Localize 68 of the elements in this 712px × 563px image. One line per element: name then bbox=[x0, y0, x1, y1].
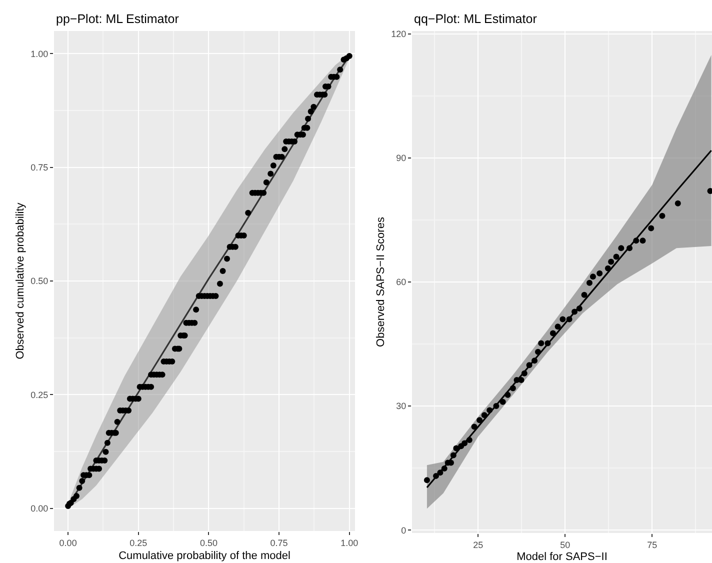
point bbox=[481, 412, 488, 418]
point bbox=[648, 225, 654, 232]
point bbox=[441, 465, 448, 472]
chart-title: pp−Plot: ML Estimator bbox=[56, 12, 179, 26]
point bbox=[566, 316, 572, 322]
point bbox=[590, 274, 596, 280]
y-tick-label: 0.00 bbox=[30, 503, 48, 514]
point bbox=[640, 238, 646, 244]
point bbox=[544, 340, 551, 346]
point bbox=[707, 188, 712, 194]
point bbox=[674, 200, 681, 206]
y-axis-title: Observed cumulative probability bbox=[14, 202, 26, 360]
point bbox=[596, 270, 603, 276]
point bbox=[604, 265, 611, 272]
point bbox=[437, 470, 444, 476]
x-tick-label: 0.50 bbox=[200, 538, 218, 548]
point bbox=[581, 292, 588, 298]
point bbox=[486, 407, 493, 414]
chart-title: qq−Plot: ML Estimator bbox=[414, 12, 537, 26]
point bbox=[462, 440, 468, 446]
y-tick-label: 90 bbox=[396, 153, 406, 164]
point bbox=[471, 424, 478, 430]
point bbox=[560, 316, 566, 322]
point bbox=[618, 245, 624, 252]
point bbox=[504, 392, 511, 398]
point bbox=[466, 436, 472, 443]
point bbox=[450, 452, 456, 458]
x-tick-label: 0.00 bbox=[59, 538, 77, 548]
point bbox=[433, 472, 440, 479]
point bbox=[532, 358, 538, 364]
point bbox=[613, 254, 620, 260]
x-axis-title: Cumulative probability of the model bbox=[118, 550, 290, 562]
x-tick-label: 50 bbox=[560, 540, 570, 550]
point bbox=[424, 477, 430, 484]
point bbox=[453, 445, 460, 452]
point bbox=[572, 308, 578, 315]
point bbox=[521, 370, 528, 376]
point bbox=[608, 258, 614, 265]
line-series bbox=[426, 150, 712, 488]
point bbox=[526, 362, 532, 368]
point bbox=[534, 348, 541, 355]
y-tick-label: 0.50 bbox=[30, 276, 48, 286]
point bbox=[576, 305, 582, 312]
point bbox=[550, 330, 556, 336]
y-tick-label: 1.00 bbox=[30, 48, 48, 59]
point bbox=[476, 417, 483, 424]
x-tick-label: 25 bbox=[473, 540, 484, 550]
point bbox=[626, 245, 633, 252]
y-tick-label: 30 bbox=[396, 401, 406, 412]
y-tick-label: 60 bbox=[396, 277, 406, 288]
point bbox=[510, 385, 516, 392]
x-tick-label: 75 bbox=[647, 540, 658, 550]
point bbox=[554, 324, 561, 330]
y-axis-title: Observed SAPS−II Scores bbox=[374, 216, 387, 347]
y-tick-label: 0.75 bbox=[30, 162, 48, 173]
point bbox=[586, 280, 592, 286]
point bbox=[538, 340, 544, 346]
y-tick-label: 0 bbox=[401, 525, 406, 536]
y-tick-label: 0.25 bbox=[30, 390, 48, 400]
point bbox=[500, 398, 506, 405]
x-axis-title: Model for SAPS−II bbox=[516, 551, 608, 563]
point bbox=[659, 212, 666, 219]
point bbox=[633, 238, 640, 244]
y-tick-label: 120 bbox=[391, 29, 406, 40]
x-tick-label: 0.75 bbox=[270, 538, 288, 548]
point bbox=[493, 403, 500, 410]
x-tick-label: 0.25 bbox=[130, 538, 148, 548]
x-tick-label: 1.00 bbox=[340, 538, 358, 548]
